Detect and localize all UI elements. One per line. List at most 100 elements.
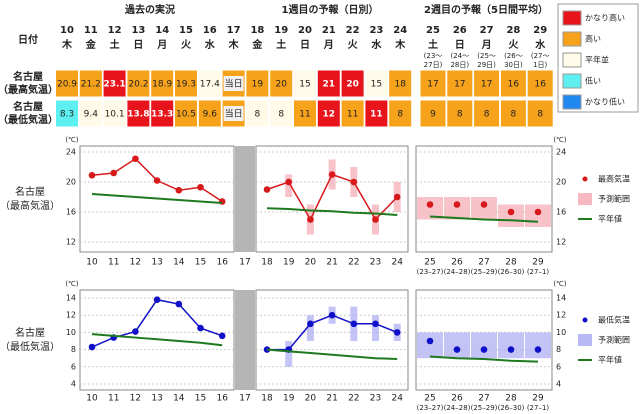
y-tick-label: 16 bbox=[66, 208, 76, 217]
weekday: 金 bbox=[85, 38, 97, 51]
legend-label: かなり高い bbox=[585, 13, 625, 23]
table-cell bbox=[526, 69, 554, 98]
legend-swatch bbox=[562, 10, 582, 26]
weekday: 火 bbox=[181, 39, 192, 51]
range-bar bbox=[285, 174, 293, 197]
table-cell bbox=[364, 99, 389, 128]
data-point bbox=[534, 208, 542, 216]
data-point bbox=[263, 186, 271, 193]
x-tick-label: 17 bbox=[239, 394, 250, 404]
week-range: (24〜 bbox=[450, 52, 469, 60]
chart-row-label: （最高気温） bbox=[0, 199, 60, 212]
data-point bbox=[88, 171, 96, 179]
y-tick-label: 10 bbox=[556, 328, 566, 337]
range-bar bbox=[525, 204, 551, 227]
x-tick-label: 14 bbox=[173, 258, 185, 268]
day-number: 10 bbox=[60, 25, 74, 36]
data-point bbox=[393, 329, 401, 336]
y-tick-label: 12 bbox=[66, 238, 76, 247]
x-sublabel: (25–29) bbox=[471, 404, 498, 412]
x-tick-label: 12 bbox=[130, 394, 141, 404]
y-tick-label: 20 bbox=[556, 178, 566, 187]
cell-value: 17 bbox=[427, 80, 438, 90]
table-cell bbox=[245, 69, 270, 98]
table-cell bbox=[419, 99, 447, 128]
data-point bbox=[328, 311, 336, 319]
today-box bbox=[223, 76, 244, 91]
weekday: 火 bbox=[348, 39, 359, 51]
data-point bbox=[328, 171, 336, 178]
weekday: 土 bbox=[110, 38, 120, 51]
y-tick-label: 6 bbox=[71, 362, 76, 371]
normal-line bbox=[266, 348, 398, 361]
x-sublabel: (23–27) bbox=[417, 268, 444, 276]
data-point bbox=[88, 343, 96, 351]
x-tick-label: 29 bbox=[532, 394, 544, 404]
legend-label: 平年値 bbox=[598, 214, 622, 224]
week-range: (27〜 bbox=[531, 52, 550, 60]
y-tick-label: 20 bbox=[66, 178, 76, 187]
y-tick-label: 4 bbox=[556, 380, 561, 389]
data-point bbox=[307, 320, 314, 328]
cell-value: 18 bbox=[394, 80, 406, 90]
table-cell bbox=[526, 99, 554, 128]
x-sublabel: (24–28) bbox=[444, 404, 471, 412]
cell-value: 17 bbox=[454, 80, 465, 90]
cell-value: 11 bbox=[370, 110, 383, 120]
weekday: 日 bbox=[300, 39, 310, 51]
table-cell bbox=[102, 69, 127, 98]
day-number: 19 bbox=[274, 25, 288, 36]
x-tick-label: 25 bbox=[424, 258, 435, 268]
range-bar bbox=[498, 332, 524, 359]
x-tick-label: 23 bbox=[370, 394, 381, 404]
table-cell bbox=[293, 69, 317, 98]
data-point bbox=[197, 324, 204, 332]
x-tick-label: 27 bbox=[478, 258, 489, 268]
data-point bbox=[507, 346, 515, 353]
table-cell bbox=[419, 69, 447, 98]
table-cell bbox=[174, 69, 198, 98]
weekday: 土 bbox=[276, 38, 286, 51]
data-point bbox=[480, 346, 488, 353]
x-tick-label: 10 bbox=[86, 258, 98, 268]
x-tick-label: 21 bbox=[326, 258, 337, 268]
table-cell bbox=[499, 69, 527, 98]
x-tick-label: 14 bbox=[173, 394, 185, 404]
cell-value: 16 bbox=[508, 80, 520, 90]
table-cell bbox=[150, 99, 175, 128]
table-cell bbox=[388, 99, 413, 128]
cell-value: 15 bbox=[299, 80, 310, 90]
y-tick-label: 14 bbox=[66, 294, 76, 303]
x-tick-label: 23 bbox=[370, 258, 381, 268]
x-sublabel: (27–1) bbox=[527, 404, 550, 412]
range-bar bbox=[525, 332, 551, 359]
section-title: 1週目の予報（日別） bbox=[282, 3, 379, 16]
normal-line bbox=[429, 355, 539, 363]
table-cell bbox=[245, 99, 270, 128]
cell-value: 16 bbox=[534, 80, 546, 90]
cell-value: 23.1 bbox=[103, 80, 125, 90]
table-cell bbox=[102, 99, 127, 128]
range-bar bbox=[306, 315, 314, 341]
unit-label: (℃) bbox=[65, 136, 79, 144]
legend-dot bbox=[582, 317, 588, 323]
day-number: 23 bbox=[369, 25, 383, 36]
cell-value: 19.3 bbox=[176, 80, 196, 90]
cell-value: 17 bbox=[481, 80, 492, 90]
range-bar bbox=[372, 315, 379, 341]
y-tick-label: 12 bbox=[66, 311, 76, 320]
x-tick-label: 18 bbox=[261, 258, 273, 268]
range-bar bbox=[444, 332, 470, 359]
x-sublabel: (24–28) bbox=[444, 268, 471, 276]
cell-value: 20 bbox=[275, 80, 287, 90]
y-tick-label: 4 bbox=[71, 380, 76, 389]
y-tick-label: 12 bbox=[556, 311, 566, 320]
chart-row-label: （最低気温） bbox=[0, 340, 60, 353]
legend-swatch bbox=[562, 73, 582, 89]
data-point bbox=[426, 337, 434, 345]
day-number: 26 bbox=[453, 25, 467, 36]
normal-line bbox=[91, 333, 223, 347]
day-number: 14 bbox=[155, 25, 169, 36]
weekday: 木 bbox=[61, 38, 73, 51]
section-title: 過去の実況 bbox=[124, 3, 175, 16]
